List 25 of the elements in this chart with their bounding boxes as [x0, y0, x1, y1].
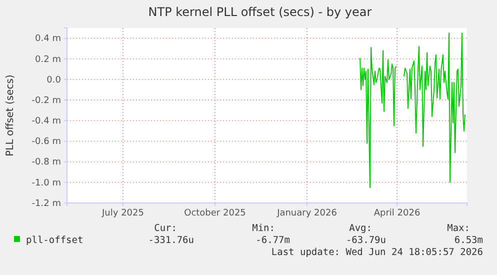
x-tick-label: October 2025 [184, 208, 246, 218]
y-tick-label: -0.6 m [32, 137, 61, 148]
legend-label: pll-offset [26, 235, 84, 246]
text: 6.53m [454, 235, 484, 246]
y-tick-label: -1.2 m [32, 198, 61, 209]
text: Avg: [349, 223, 372, 234]
text: -63.79u [346, 235, 386, 246]
y-tick-label: -1.0 m [32, 178, 61, 188]
text: Max: [447, 223, 470, 234]
y-tick-label: -0.8 m [32, 158, 61, 168]
x-tick-label: January 2026 [276, 208, 338, 218]
y-tick-label: 0.0 [46, 75, 62, 86]
y-tick-label: 0.4 m [35, 34, 61, 44]
text: Cur: [154, 223, 177, 234]
y-axis-title: PLL offset (secs) [5, 74, 16, 156]
text: -6.77m [256, 235, 290, 246]
y-tick-label: -0.2 m [32, 96, 61, 106]
text: Min: [252, 223, 275, 234]
x-tick-label: July 2025 [101, 208, 144, 218]
chart-title: NTP kernel PLL offset (secs) - by year [148, 5, 372, 19]
x-tick-label: April 2026 [374, 208, 420, 218]
y-tick-label: 0.2 m [35, 54, 61, 65]
text: Last update: Wed Jun 24 18:05:57 2026 [271, 247, 484, 258]
text: -331.76u [148, 235, 194, 246]
y-tick-label: -0.4 m [32, 116, 61, 127]
